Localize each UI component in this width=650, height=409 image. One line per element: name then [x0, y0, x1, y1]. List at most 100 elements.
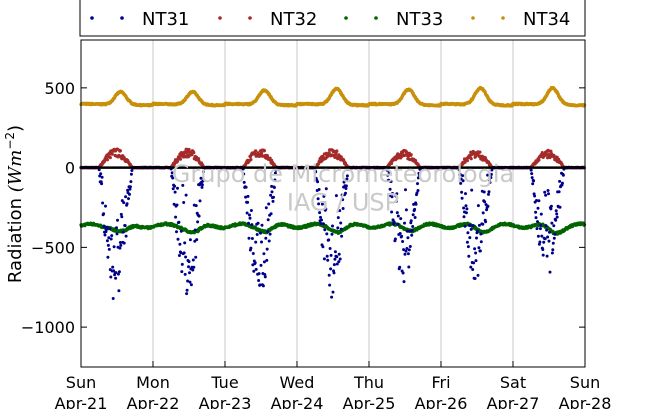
nt31-point — [416, 189, 420, 192]
x-tick-date: Apr-24 — [271, 394, 324, 409]
nt31-point — [119, 243, 123, 247]
nt31-point — [269, 193, 273, 197]
nt32-point — [187, 147, 191, 152]
nt31-point — [191, 258, 195, 262]
nt31-point — [109, 237, 113, 241]
x-tick-day: Tue — [210, 373, 238, 392]
nt32-point — [249, 158, 253, 162]
nt31-point — [406, 236, 410, 240]
nt31-point — [194, 204, 198, 208]
nt31-point — [124, 195, 128, 199]
legend-marker — [90, 16, 94, 20]
nt31-point — [183, 241, 187, 245]
legend-marker — [120, 16, 124, 20]
x-tick-day: Sun — [570, 373, 600, 392]
nt31-point — [321, 245, 325, 249]
watermark-line-1: Grupo de Micrometeorologia — [172, 160, 514, 188]
nt32-point — [327, 151, 331, 155]
nt31-point — [552, 236, 556, 240]
nt31-point — [264, 206, 268, 210]
nt31-point — [257, 279, 261, 282]
nt31-point — [325, 254, 329, 258]
nt31-point — [558, 179, 562, 183]
nt31-point — [325, 232, 329, 236]
legend-label: NT33 — [396, 9, 443, 30]
nt31-point — [255, 233, 259, 236]
nt31-point — [263, 275, 267, 279]
nt31-point — [464, 204, 468, 208]
nt31-point — [260, 223, 264, 227]
nt31-point — [404, 249, 408, 253]
nt31-point — [100, 175, 104, 179]
nt31-point — [327, 273, 331, 277]
nt31-point — [487, 190, 491, 194]
x-tick-date: Apr-26 — [415, 394, 468, 409]
nt31-point — [408, 245, 412, 248]
nt32-point — [110, 152, 114, 156]
x-tick-date: Apr-27 — [487, 394, 540, 409]
nt31-point — [330, 232, 334, 236]
x-tick-date: Apr-23 — [199, 394, 252, 409]
nt32-point — [184, 150, 188, 155]
nt32-point — [478, 150, 482, 154]
nt32-point — [259, 151, 264, 155]
nt31-point — [117, 270, 121, 274]
nt31-point — [549, 207, 553, 211]
legend-item-nt32: NT32 — [218, 9, 317, 30]
nt31-point — [266, 218, 270, 222]
nt31-point — [331, 224, 334, 228]
nt31-point — [460, 196, 464, 200]
nt31-point — [473, 247, 477, 251]
nt31-point — [259, 231, 262, 235]
nt31-point — [557, 190, 561, 194]
nt31-point — [329, 267, 333, 271]
nt31-point — [551, 248, 555, 252]
nt31-point — [328, 247, 332, 250]
nt31-point — [398, 265, 402, 269]
nt31-point — [188, 271, 191, 275]
x-tick-date: Apr-28 — [559, 394, 612, 409]
nt31-point — [470, 188, 474, 192]
nt31-point — [117, 289, 121, 293]
nt31-point — [555, 212, 559, 216]
nt31-point — [537, 199, 541, 203]
nt31-point — [125, 202, 129, 206]
nt31-point — [466, 231, 470, 235]
nt31-point — [249, 209, 253, 212]
nt31-point — [99, 172, 103, 176]
nt31-point — [247, 221, 250, 225]
nt31-point — [476, 273, 480, 277]
nt31-point — [185, 288, 189, 292]
nt31-point — [467, 254, 471, 258]
nt31-point — [256, 221, 260, 225]
nt31-point — [187, 265, 190, 269]
nt31-point — [544, 224, 548, 228]
nt31-point — [321, 222, 325, 226]
x-tick-day: Fri — [431, 373, 450, 392]
nt32-point — [190, 153, 194, 157]
y-tick-label: −500 — [31, 238, 75, 257]
nt31-point — [547, 192, 550, 196]
nt31-point — [399, 217, 403, 221]
nt32-point — [537, 158, 541, 162]
x-tick-date: Apr-25 — [343, 394, 396, 409]
nt31-point — [175, 203, 179, 207]
nt31-point — [392, 221, 396, 225]
nt31-point — [129, 180, 133, 184]
legend-label: NT31 — [142, 9, 189, 30]
nt31-point — [198, 199, 202, 203]
legend: NT31 NT32 NT33 NT34 — [79, 0, 586, 37]
nt31-point — [550, 221, 554, 225]
nt31-point — [174, 215, 178, 219]
nt31-point — [265, 247, 269, 251]
nt31-point — [101, 201, 105, 205]
y-tick-label: 500 — [44, 79, 75, 98]
nt31-point — [272, 195, 275, 199]
legend-marker — [344, 16, 348, 20]
nt31-point — [267, 202, 271, 206]
legend-marker — [501, 16, 505, 20]
nt31-point — [184, 193, 188, 197]
nt31-point — [407, 248, 411, 252]
nt31-point — [464, 211, 468, 215]
nt31-point — [270, 190, 274, 194]
